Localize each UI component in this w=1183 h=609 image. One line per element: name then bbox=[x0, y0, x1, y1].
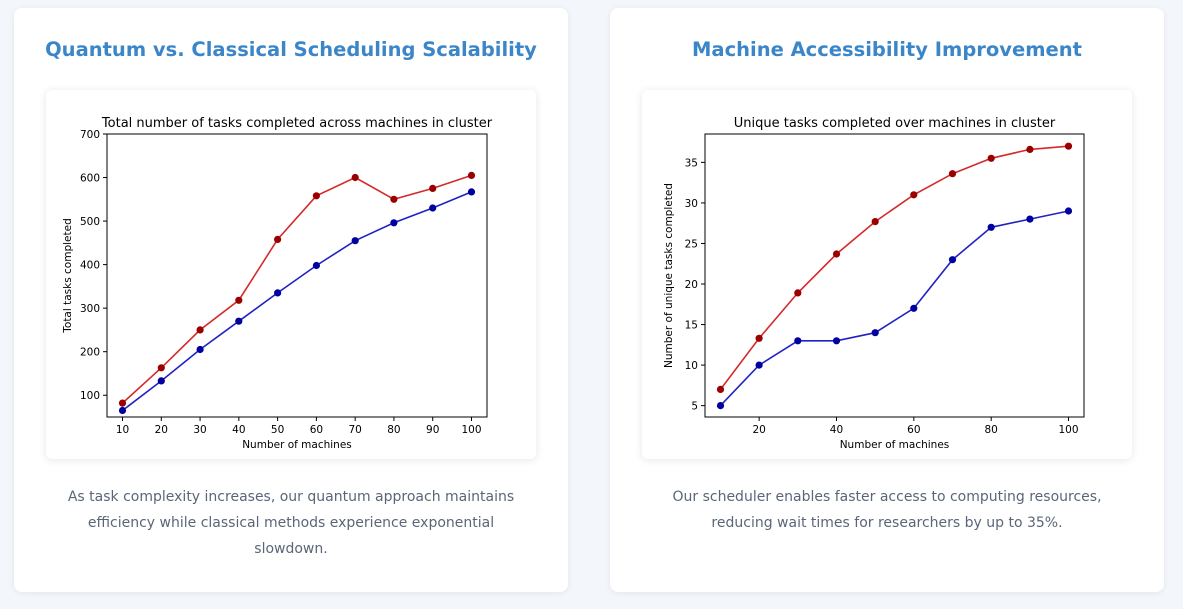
classical-scheduler-point bbox=[871, 329, 879, 337]
classical-scheduler-point bbox=[235, 317, 243, 325]
classical-scheduler-point bbox=[987, 223, 995, 231]
chart-title: Total number of tasks completed across m… bbox=[101, 116, 493, 131]
y-tick-label: 500 bbox=[80, 216, 100, 228]
y-tick-label: 5 bbox=[691, 401, 698, 413]
quantum-scheduler-line bbox=[719, 145, 1069, 390]
y-tick-label: 400 bbox=[80, 260, 100, 272]
x-tick-label: 60 bbox=[310, 424, 323, 436]
scalability-heading: Quantum vs. Classical Scheduling Scalabi… bbox=[45, 38, 537, 61]
classical-scheduler-point bbox=[157, 377, 165, 385]
accessibility-chart-container: Unique tasks completed over machines in … bbox=[642, 90, 1132, 459]
scalability-chart-container: Total number of tasks completed across m… bbox=[46, 90, 536, 459]
classical-scheduler-point bbox=[390, 219, 398, 227]
quantum-scheduler-point bbox=[390, 195, 398, 203]
y-axis-label: Number of unique tasks completed bbox=[663, 183, 675, 368]
classical-scheduler-line bbox=[122, 191, 472, 412]
x-tick-label: 90 bbox=[426, 424, 439, 436]
accessibility-chart: Unique tasks completed over machines in … bbox=[663, 116, 1085, 451]
x-tick-label: 100 bbox=[461, 424, 481, 436]
classical-scheduler-point bbox=[196, 345, 204, 354]
classical-scheduler-point bbox=[948, 256, 957, 264]
quantum-scheduler-point bbox=[948, 170, 957, 178]
y-tick-label: 20 bbox=[685, 279, 698, 291]
y-tick-label: 30 bbox=[685, 198, 698, 210]
quantum-scheduler-point bbox=[351, 173, 359, 182]
classical-scheduler-point bbox=[1026, 215, 1034, 223]
plot-frame bbox=[704, 133, 1085, 418]
x-tick-label: 10 bbox=[116, 424, 129, 436]
quantum-scheduler-line bbox=[121, 174, 472, 404]
quantum-scheduler-point bbox=[467, 171, 476, 179]
x-tick-label: 70 bbox=[348, 424, 361, 436]
quantum-scheduler-point bbox=[196, 326, 204, 334]
quantum-scheduler-point bbox=[274, 235, 282, 243]
quantum-scheduler-point bbox=[1026, 145, 1034, 153]
x-axis-label: Number of machines bbox=[242, 439, 352, 451]
accessibility-description: Our scheduler enables faster access to c… bbox=[672, 489, 1102, 531]
x-tick-label: 30 bbox=[193, 424, 206, 436]
quantum-scheduler-point bbox=[910, 191, 918, 199]
y-tick-label: 100 bbox=[80, 390, 100, 402]
y-tick-label: 10 bbox=[685, 360, 698, 372]
classical-scheduler-point bbox=[467, 188, 476, 196]
x-tick-label: 80 bbox=[984, 424, 997, 436]
quantum-scheduler-point bbox=[987, 154, 995, 162]
quantum-scheduler-point bbox=[871, 218, 879, 226]
y-tick-label: 25 bbox=[685, 238, 698, 250]
x-axis-label: Number of machines bbox=[840, 439, 950, 451]
x-tick-label: 50 bbox=[271, 424, 284, 436]
classical-scheduler-point bbox=[351, 237, 359, 245]
plot-frame bbox=[106, 133, 488, 418]
y-tick-label: 700 bbox=[80, 129, 100, 141]
x-tick-label: 60 bbox=[907, 424, 920, 436]
scalability-card: Quantum vs. Classical Scheduling Scalabi… bbox=[14, 8, 568, 592]
accessibility-heading: Machine Accessibility Improvement bbox=[692, 38, 1082, 61]
classical-scheduler-point bbox=[910, 304, 918, 312]
scalability-description: As task complexity increases, our quantu… bbox=[67, 489, 515, 557]
y-axis-label: Total tasks completed bbox=[62, 218, 74, 333]
classical-scheduler-point bbox=[312, 261, 320, 270]
classical-scheduler-point bbox=[274, 289, 282, 297]
classical-scheduler-point bbox=[832, 337, 841, 345]
x-tick-label: 40 bbox=[830, 424, 843, 436]
classical-scheduler-point bbox=[429, 204, 437, 212]
x-tick-label: 80 bbox=[387, 424, 400, 436]
classical-scheduler-point bbox=[118, 406, 127, 415]
x-tick-label: 100 bbox=[1059, 424, 1079, 436]
quantum-scheduler-point bbox=[118, 399, 127, 407]
quantum-scheduler-point bbox=[312, 192, 320, 200]
scalability-chart: Total number of tasks completed across m… bbox=[62, 116, 493, 451]
classical-scheduler-point bbox=[716, 402, 725, 410]
accessibility-card: Machine Accessibility Improvement Unique… bbox=[610, 8, 1164, 592]
quantum-scheduler-point bbox=[832, 250, 841, 258]
y-tick-label: 600 bbox=[80, 173, 100, 185]
x-tick-label: 40 bbox=[232, 424, 245, 436]
classical-scheduler-point bbox=[1064, 207, 1073, 215]
quantum-scheduler-point bbox=[235, 296, 243, 304]
classical-scheduler-point bbox=[794, 337, 802, 345]
quantum-scheduler-point bbox=[755, 334, 763, 342]
y-tick-label: 35 bbox=[685, 157, 698, 169]
quantum-scheduler-point bbox=[429, 184, 437, 192]
y-tick-label: 200 bbox=[80, 347, 100, 359]
chart-title: Unique tasks completed over machines in … bbox=[734, 116, 1056, 131]
quantum-scheduler-point bbox=[157, 364, 165, 372]
classical-scheduler-point bbox=[755, 361, 763, 369]
x-tick-label: 20 bbox=[752, 424, 765, 436]
quantum-scheduler-point bbox=[716, 385, 725, 393]
classical-scheduler-line bbox=[719, 210, 1069, 407]
quantum-scheduler-point bbox=[794, 289, 802, 297]
y-tick-label: 300 bbox=[80, 303, 100, 315]
y-tick-label: 15 bbox=[685, 320, 698, 332]
x-tick-label: 20 bbox=[155, 424, 168, 436]
quantum-scheduler-point bbox=[1064, 142, 1073, 150]
